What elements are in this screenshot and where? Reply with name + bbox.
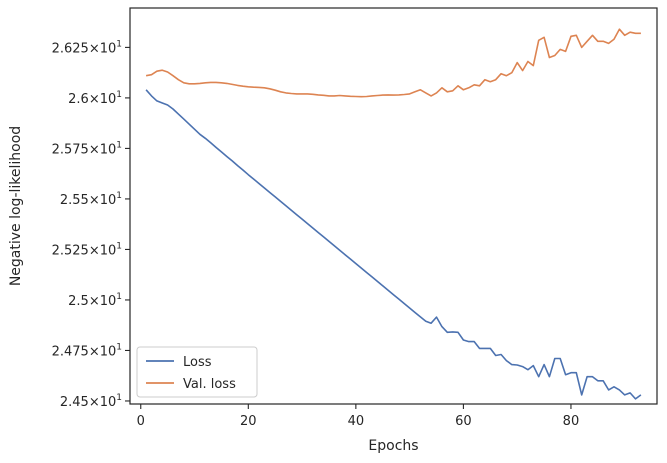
x-axis-label: Epochs	[368, 438, 418, 454]
series-line-val-loss	[145, 28, 641, 98]
plot-area	[145, 28, 642, 400]
y-axis-label: Negative log-likelihood	[8, 126, 24, 286]
y-tick-label: 2.5×101	[68, 292, 122, 309]
x-tick-label: 0	[137, 414, 145, 429]
axes-frame	[129, 7, 658, 405]
x-tick-label: 60	[455, 414, 472, 429]
y-tick-label: 2.6×101	[68, 90, 122, 107]
legend: Loss Val. loss	[136, 346, 258, 398]
x-tick-label: 20	[240, 414, 257, 429]
y-tick-label: 2.525×101	[52, 241, 122, 258]
legend-label: Loss	[183, 355, 212, 370]
y-tick-label: 2.575×101	[52, 140, 122, 157]
y-axis: 2.45×101 2.475×101 2.5×101 2.525×101 2.55×10…	[52, 39, 130, 410]
x-axis: 0 20 40 60 80	[137, 404, 580, 429]
y-tick-label: 2.475×101	[52, 342, 122, 359]
y-tick-label: 2.625×101	[52, 39, 122, 56]
y-tick-label: 2.45×101	[60, 393, 122, 410]
x-tick-label: 40	[348, 414, 365, 429]
legend-label: Val. loss	[183, 377, 236, 392]
y-tick-label: 2.55×101	[60, 191, 122, 208]
series-line-loss	[145, 89, 642, 400]
x-tick-label: 80	[563, 414, 580, 429]
legend-box	[136, 346, 258, 398]
